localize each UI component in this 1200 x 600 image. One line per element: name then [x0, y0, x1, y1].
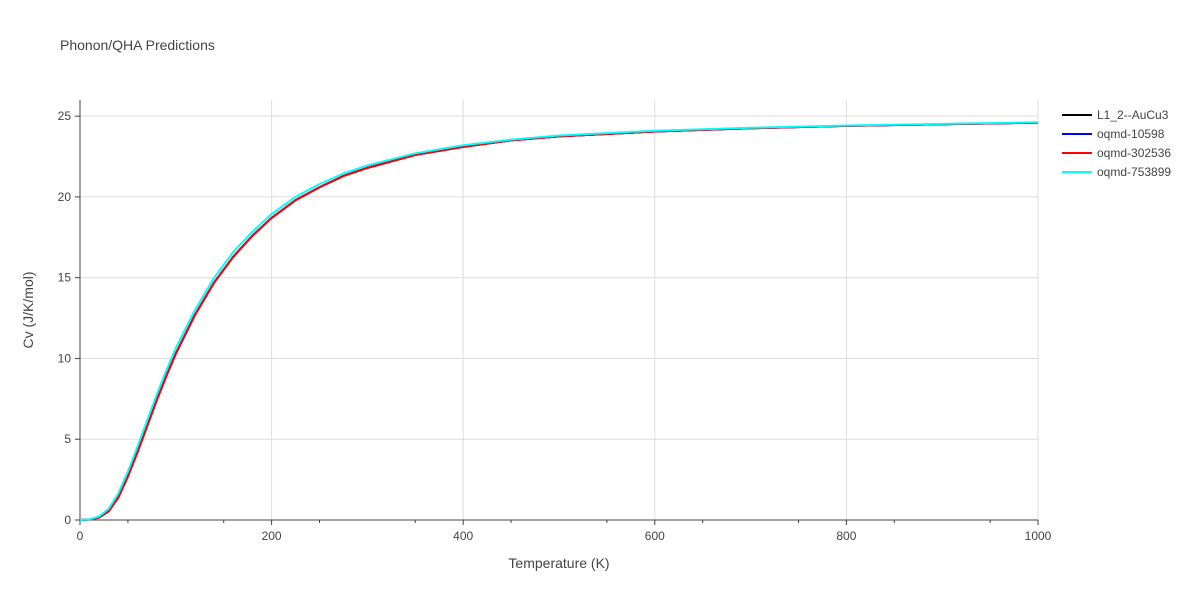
x-tick-label: 200 — [262, 529, 282, 543]
x-tick-label: 600 — [645, 529, 665, 543]
series-group — [79, 121, 1039, 521]
y-tick-label: 5 — [64, 432, 71, 446]
y-tick-label: 0 — [64, 513, 71, 527]
legend-item[interactable]: oqmd-753899 — [1062, 165, 1171, 179]
legend-label: oqmd-753899 — [1097, 165, 1171, 179]
grid — [80, 100, 1039, 520]
legend-item[interactable]: oqmd-302536 — [1062, 146, 1171, 160]
y-tick-label: 20 — [58, 190, 72, 204]
series-line-2 — [79, 121, 1039, 521]
x-tick-label: 0 — [77, 529, 84, 543]
y-tick-label: 25 — [58, 109, 72, 123]
legend-item[interactable]: oqmd-10598 — [1062, 127, 1165, 141]
series-line-3 — [79, 121, 1039, 521]
chart-title: Phonon/QHA Predictions — [60, 37, 215, 53]
y-tick-label: 15 — [58, 271, 72, 285]
legend-label: oqmd-10598 — [1097, 127, 1165, 141]
series-line-0 — [79, 121, 1039, 521]
legend-label: oqmd-302536 — [1097, 146, 1171, 160]
legend-label: L1_2--AuCu3 — [1097, 108, 1169, 122]
x-tick-label: 400 — [453, 529, 473, 543]
y-axis-title: Cv (J/K/mol) — [20, 272, 36, 349]
x-tick-label: 800 — [836, 529, 856, 543]
series-line-1 — [79, 121, 1039, 521]
x-axis-title: Temperature (K) — [508, 555, 609, 571]
legend-item[interactable]: L1_2--AuCu3 — [1062, 108, 1169, 122]
y-tick-label: 10 — [58, 351, 72, 365]
legend[interactable]: L1_2--AuCu3 oqmd-10598 oqmd-302536 oqmd-753… — [1062, 108, 1171, 179]
x-tick-label: 1000 — [1025, 529, 1052, 543]
axes: 0 200 400 600 800 1000 0 5 10 15 20 25 — [58, 100, 1052, 543]
